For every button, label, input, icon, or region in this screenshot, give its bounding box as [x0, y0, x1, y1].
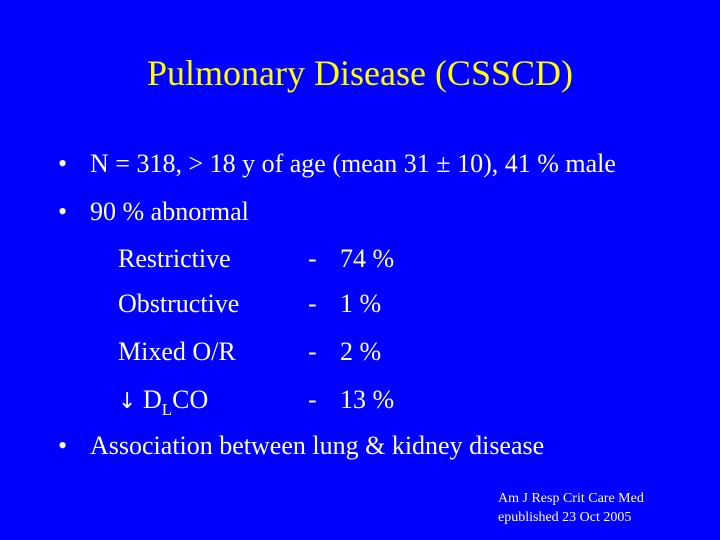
citation: Am J Resp Crit Care Med epublished 23 Oc… [498, 489, 644, 527]
breakdown-label: Restrictive [118, 244, 231, 273]
bullet-text: 90 % abnormal [90, 197, 249, 226]
breakdown-dash: - [308, 385, 317, 414]
citation-journal: Am J Resp Crit Care Med [498, 491, 644, 506]
bullet-text: Association between lung & kidney diseas… [90, 431, 545, 460]
bullet-item-abnormal: • 90 % abnormal [58, 196, 249, 228]
breakdown-value: 13 % [340, 385, 395, 414]
down-arrow-icon: ↓ [118, 389, 137, 414]
citation-date: epublished 23 Oct 2005 [498, 510, 632, 525]
bullet-marker: • [58, 197, 68, 226]
breakdown-label: Obstructive [118, 289, 240, 318]
breakdown-label: Mixed O/R [118, 337, 236, 366]
dlco-main: D [142, 385, 162, 414]
breakdown-label-dlco: ↓ DLCO [118, 384, 208, 419]
breakdown-dash: - [308, 337, 317, 366]
bullet-marker: • [58, 431, 68, 460]
breakdown-dash: - [308, 244, 317, 273]
breakdown-value: 74 % [340, 244, 395, 273]
bullet-item-demographics: • N = 318, > 18 y of age (mean 31 ± 10), … [58, 148, 616, 180]
slide-title: Pulmonary Disease (CSSCD) [147, 53, 573, 93]
dlco-tail: CO [172, 385, 209, 414]
dlco-subscript: L [161, 400, 173, 419]
bullet-marker: • [58, 149, 68, 178]
breakdown-dash: - [308, 289, 317, 318]
breakdown-value: 2 % [340, 337, 382, 366]
bullet-text: N = 318, > 18 y of age (mean 31 ± 10), 4… [90, 149, 616, 178]
bullet-item-association: • Association between lung & kidney disea… [58, 430, 544, 462]
breakdown-value: 1 % [340, 289, 382, 318]
